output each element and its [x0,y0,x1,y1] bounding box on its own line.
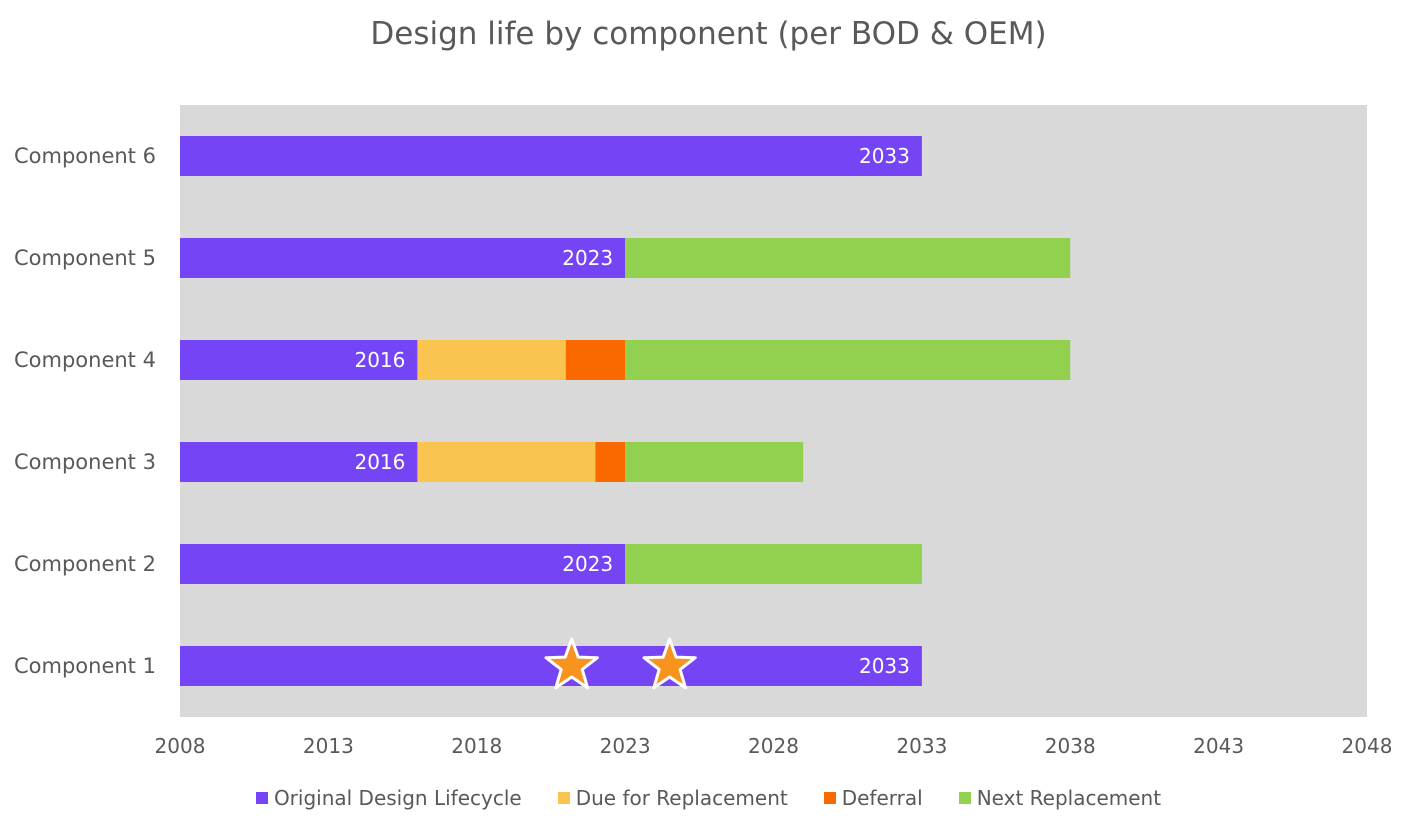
x-tick-label: 2023 [600,734,651,758]
bar-segment-due-for-replacement [417,340,566,380]
legend-label: Original Design Lifecycle [273,786,522,810]
legend-label: Deferral [841,786,923,810]
category-label: Component 6 [14,144,156,168]
bar-segment-deferral [595,442,626,482]
plot-area [180,105,1367,717]
bar-segment-due-for-replacement [417,442,596,482]
data-label: 2016 [354,450,405,474]
x-tick-label: 2018 [451,734,502,758]
x-tick-label: 2033 [896,734,947,758]
x-tick-label: 2048 [1342,734,1393,758]
x-tick-label: 2008 [155,734,206,758]
x-tick-label: 2038 [1045,734,1096,758]
legend-swatch [958,792,971,804]
bar-segment-next-replacement [625,238,1071,278]
legend: Original Design Lifecycle Due for Replace… [0,786,1417,810]
legend-item: Original Design Lifecycle [255,786,522,810]
star-marker-icon [544,637,599,690]
bar-segment-original-design-lifecycle [180,544,626,584]
bar-segment-next-replacement [625,544,922,584]
x-tick-label: 2043 [1193,734,1244,758]
star-marker-icon [642,637,697,690]
data-label: 2033 [859,144,910,168]
bar-segment-original-design-lifecycle [180,442,418,482]
bar-segment-original-design-lifecycle [180,136,922,176]
bar-segment-original-design-lifecycle [180,340,418,380]
legend-label: Next Replacement [976,786,1162,810]
legend-item: Due for Replacement [557,786,788,810]
legend-item: Deferral [823,786,923,810]
chart-title: Design life by component (per BOD & OEM) [370,16,1047,52]
category-label: Component 3 [14,450,156,474]
category-label: Component 5 [14,246,156,270]
category-label: Component 4 [14,348,156,372]
legend-item: Next Replacement [958,786,1162,810]
legend-swatch [255,792,268,804]
x-tick-label: 2013 [303,734,354,758]
category-label: Component 1 [14,654,156,678]
bar-segment-original-design-lifecycle [180,646,922,686]
data-label: 2023 [562,246,613,270]
legend-swatch [557,792,570,804]
x-tick-label: 2028 [748,734,799,758]
bar-segment-next-replacement [625,340,1071,380]
category-label: Component 2 [14,552,156,576]
data-label: 2016 [354,348,405,372]
legend-label: Due for Replacement [575,786,788,810]
bar-segment-next-replacement [625,442,804,482]
data-label: 2033 [859,654,910,678]
legend-swatch [823,792,836,804]
bar-segment-original-design-lifecycle [180,238,626,278]
data-label: 2023 [562,552,613,576]
bar-segment-deferral [565,340,626,380]
